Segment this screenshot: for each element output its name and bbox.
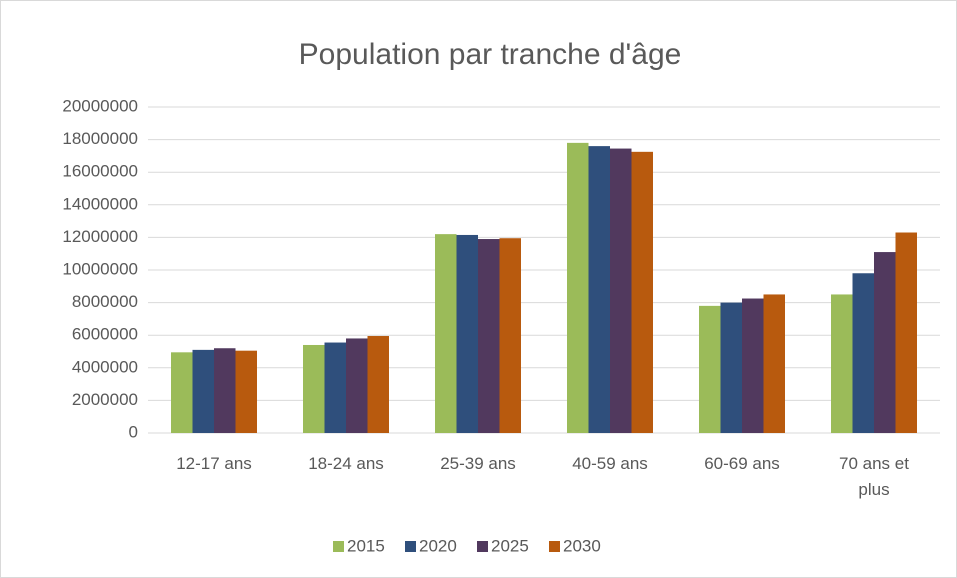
bar	[699, 305, 721, 433]
y-tick-label: 16000000	[62, 162, 138, 181]
x-tick-label: 60-69 ans	[704, 454, 780, 473]
bar	[763, 294, 785, 433]
bar	[367, 336, 389, 433]
legend-swatch	[333, 541, 344, 552]
bar	[324, 342, 346, 433]
bar	[610, 148, 632, 433]
bar	[895, 232, 917, 433]
bar	[478, 239, 500, 433]
bar	[435, 234, 457, 433]
legend-swatch	[549, 541, 560, 552]
bar	[171, 352, 193, 433]
bar	[852, 273, 874, 433]
legend-swatch	[405, 541, 416, 552]
chart-title: Population par tranche d'âge	[299, 38, 682, 71]
legend-label: 2020	[419, 536, 457, 555]
legend-label: 2030	[563, 536, 601, 555]
legend-swatch	[477, 541, 488, 552]
x-tick-label: 70 ans et plus	[839, 454, 909, 499]
legend-label: 2015	[347, 536, 385, 555]
y-tick-label: 18000000	[62, 129, 138, 148]
bar	[742, 298, 764, 433]
y-tick-label: 8000000	[72, 292, 138, 311]
bar	[631, 151, 653, 433]
x-tick-label: 12-17 ans	[176, 454, 252, 473]
x-tick-label: 18-24 ans	[308, 454, 384, 473]
y-tick-label: 4000000	[72, 357, 138, 376]
y-tick-label: 2000000	[72, 390, 138, 409]
y-tick-label: 14000000	[62, 194, 138, 213]
legend-label: 2025	[491, 536, 529, 555]
y-tick-label: 0	[129, 422, 138, 441]
bar	[456, 234, 478, 433]
y-tick-label: 20000000	[62, 96, 138, 115]
x-tick-label: 25-39 ans	[440, 454, 516, 473]
y-tick-label: 6000000	[72, 325, 138, 344]
y-tick-label: 10000000	[62, 259, 138, 278]
bar	[214, 348, 236, 433]
bar	[346, 338, 368, 433]
bar	[567, 142, 589, 434]
bar	[588, 146, 610, 433]
bar	[235, 350, 257, 433]
bar	[874, 252, 896, 433]
bar	[831, 294, 853, 433]
bar	[192, 349, 214, 433]
bar	[499, 238, 521, 433]
y-tick-label: 12000000	[62, 227, 138, 246]
x-tick-label: 40-59 ans	[572, 454, 648, 473]
bar	[720, 302, 742, 433]
bar	[303, 344, 325, 433]
